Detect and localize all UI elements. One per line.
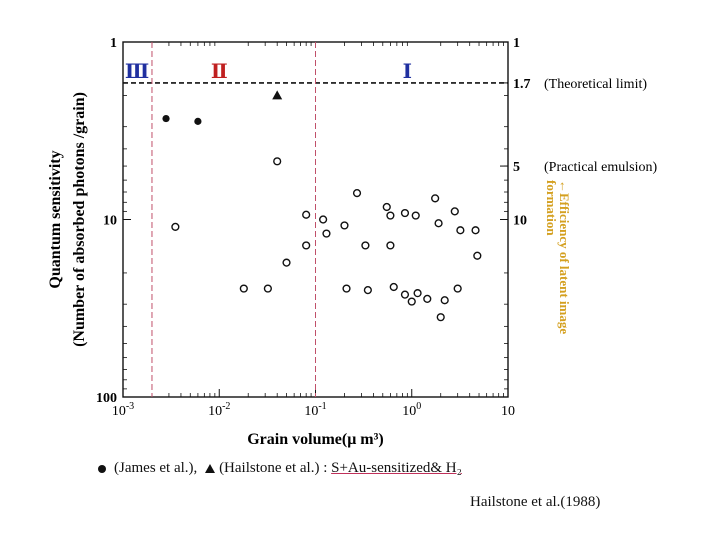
data-point: [319, 215, 328, 224]
citation: Hailstone et al.(1988): [470, 494, 601, 510]
data-point: [322, 229, 331, 238]
data-point: [436, 313, 445, 322]
data-point: [413, 289, 422, 298]
data-point: [440, 296, 449, 305]
data-point: [471, 226, 480, 235]
data-point: [171, 222, 180, 231]
y-axis-title: Quantum sensitivity: [47, 150, 64, 288]
legend-james: (James et al.),: [114, 460, 198, 476]
data-point-hailstone: [272, 90, 283, 100]
data-point: [282, 258, 291, 267]
x-tick-label: 10-2: [208, 401, 230, 419]
legend-hailstone: (Hailstone et al.) :: [219, 460, 332, 476]
data-point: [400, 208, 410, 218]
region-label: Ⅰ: [403, 61, 412, 83]
data-point: [363, 286, 372, 295]
filled-triangle-marker-icon: [205, 464, 216, 474]
data-point: [263, 284, 272, 293]
data-point: [434, 219, 443, 228]
filled-circle-marker-icon: [98, 464, 106, 473]
y2-tick-note: (Practical emulsion): [544, 160, 657, 175]
data-point: [411, 211, 420, 220]
data-point: [239, 284, 248, 293]
data-point: [423, 294, 432, 303]
data-point: [342, 284, 351, 293]
y-tick-label: 10: [103, 214, 117, 229]
y-axis-subtitle: (Number of absorbed photons /grain): [71, 92, 88, 347]
data-point: [302, 210, 311, 219]
y2-tick-note: (Theoretical limit): [544, 77, 647, 92]
legend: (James et al.), (Hailstone et al.) : S+A…: [98, 460, 462, 477]
region-label: Ⅲ: [125, 61, 149, 83]
x-axis-title: Grain volume(μ m³): [247, 431, 384, 448]
data-point: [352, 188, 362, 198]
data-point: [400, 290, 410, 299]
data-point: [386, 241, 395, 250]
y-tick-label: 100: [96, 391, 117, 406]
right-axis-label: ←Efficiency of latent image: [557, 180, 572, 334]
data-point-james: [194, 117, 202, 125]
data-point: [407, 297, 416, 306]
data-point: [386, 211, 395, 220]
data-point: [456, 226, 465, 235]
data-point: [382, 202, 391, 212]
x-tick-label: 10-3: [112, 401, 134, 419]
data-point: [450, 207, 459, 216]
data-point: [453, 284, 462, 293]
y2-tick-label: 1.7: [513, 77, 531, 92]
data-point-james: [162, 114, 170, 123]
data-point: [473, 251, 482, 260]
legend-condition: S+Au-sensitized& H₂: [331, 460, 462, 476]
x-tick-label: 100: [402, 401, 421, 419]
data-point: [431, 194, 440, 203]
y2-tick-label: 10: [513, 214, 527, 229]
region-label: Ⅱ: [211, 61, 228, 83]
data-point: [273, 157, 282, 166]
y2-tick-label: 1: [513, 36, 520, 51]
data-point: [361, 241, 370, 250]
data-point: [389, 282, 398, 292]
data-point: [340, 221, 349, 230]
x-tick-label: 10-1: [304, 401, 326, 419]
x-tick-label: 10: [501, 404, 515, 419]
y2-tick-label: 5: [513, 160, 520, 175]
data-point: [302, 241, 311, 250]
y-tick-label: 1: [110, 36, 117, 51]
right-axis-label-line2: formation: [544, 180, 559, 236]
